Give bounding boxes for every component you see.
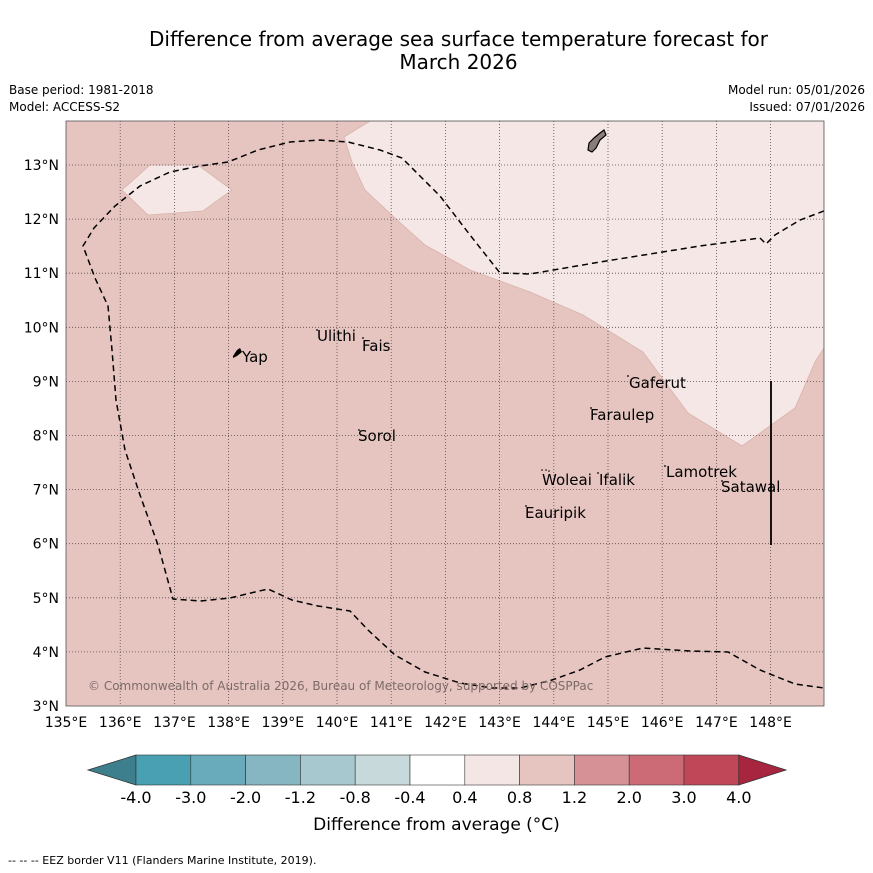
label-lamotrek: Lamotrek bbox=[666, 463, 737, 481]
latitude-tick-label: 10°N bbox=[24, 320, 59, 336]
longitude-tick-label: 139°E bbox=[262, 715, 305, 731]
label-ulithi: Ulithi bbox=[317, 327, 356, 345]
base-period: Base period: 1981-2018 bbox=[9, 83, 154, 97]
longitude-tick-label: 141°E bbox=[370, 715, 413, 731]
eez-footnote: -- -- -- EEZ border V11 (Flanders Marine… bbox=[8, 854, 317, 867]
yap-island bbox=[233, 348, 242, 358]
label-eauripik: Eauripik bbox=[525, 504, 586, 522]
label-sorol: Sorol bbox=[358, 427, 396, 445]
guam-island bbox=[587, 129, 607, 153]
colorbar bbox=[86, 754, 788, 786]
colorbar-tick-label: -0.8 bbox=[340, 788, 371, 807]
longitude-tick-label: 136°E bbox=[99, 715, 142, 731]
colorbar-bin bbox=[354, 754, 411, 786]
colorbar-bin bbox=[300, 754, 356, 786]
colorbar-extend-high bbox=[738, 754, 788, 786]
longitude-tick-label: 137°E bbox=[153, 715, 196, 731]
colorbar-tick-label: 3.0 bbox=[671, 788, 696, 807]
longitude-tick-label: 140°E bbox=[316, 715, 359, 731]
copyright-notice: © Commonwealth of Australia 2026, Bureau… bbox=[88, 679, 593, 693]
longitude-tick-label: 148°E bbox=[749, 715, 792, 731]
colorbar-bin bbox=[519, 754, 575, 786]
colorbar-tick-label: -4.0 bbox=[120, 788, 151, 807]
label-woleai: Woleai bbox=[542, 471, 592, 489]
map-frame bbox=[65, 120, 825, 707]
model-name: Model: ACCESS-S2 bbox=[9, 100, 121, 114]
map-area: Yap Ulithi Fais Sorol Gaferut Faraulep W… bbox=[66, 121, 824, 706]
colorbar-bin bbox=[628, 754, 685, 786]
latitude-tick-label: 7°N bbox=[33, 483, 59, 499]
latitude-tick-label: 13°N bbox=[24, 158, 59, 174]
latitude-tick-label: 11°N bbox=[24, 266, 59, 282]
graticule bbox=[66, 121, 824, 706]
label-fais: Fais bbox=[362, 337, 391, 355]
latitude-labels: 3°N 4°N 5°N 6°N 7°N 8°N 9°N 10°N 11°N 12°N 13°N bbox=[24, 158, 59, 715]
colorbar-tick-label: 4.0 bbox=[726, 788, 751, 807]
label-gaferut: Gaferut bbox=[629, 374, 686, 392]
colorbar-bin bbox=[135, 754, 192, 786]
title-line-2: March 2026 bbox=[399, 50, 518, 74]
colorbar-tick-label: 0.8 bbox=[507, 788, 532, 807]
longitude-tick-label: 144°E bbox=[533, 715, 576, 731]
atoll-markers bbox=[316, 329, 723, 507]
colorbar-tick-label: -2.0 bbox=[230, 788, 261, 807]
label-faraulep: Faraulep bbox=[590, 406, 654, 424]
latitude-tick-label: 9°N bbox=[33, 374, 59, 390]
colorbar-bin bbox=[190, 754, 246, 786]
colorbar-tick-labels: -4.0 -3.0 -2.0 -1.2 -0.8 -0.4 0.4 0.8 1.2 2.0 3.0 4… bbox=[120, 788, 751, 807]
colorbar-extend-low bbox=[86, 754, 137, 786]
colorbar-tick-label: 0.4 bbox=[452, 788, 477, 807]
latitude-tick-label: 5°N bbox=[33, 591, 59, 607]
colorbar-bin bbox=[574, 754, 630, 786]
label-yap: Yap bbox=[241, 348, 268, 366]
label-satawal: Satawal bbox=[721, 478, 780, 496]
longitude-tick-label: 135°E bbox=[45, 715, 88, 731]
colorbar-tick-label: -1.2 bbox=[285, 788, 316, 807]
longitude-tick-label: 138°E bbox=[207, 715, 250, 731]
label-ifalik: Ifalik bbox=[599, 471, 635, 489]
map-title: Difference from average sea surface temp… bbox=[60, 28, 857, 74]
eez-border bbox=[82, 139, 824, 689]
colorbar-tick-label: -0.4 bbox=[394, 788, 425, 807]
anomaly-0.4-0.8-region-east bbox=[343, 121, 824, 447]
colorbar-bin bbox=[683, 754, 740, 786]
latitude-tick-label: 4°N bbox=[33, 645, 59, 661]
longitude-tick-label: 143°E bbox=[478, 715, 521, 731]
latitude-tick-label: 6°N bbox=[33, 537, 59, 553]
longitude-tick-label: 146°E bbox=[641, 715, 684, 731]
model-run: Model run: 05/01/2026 bbox=[727, 83, 865, 97]
latitude-tick-label: 3°N bbox=[33, 699, 59, 715]
latitude-tick-label: 12°N bbox=[24, 212, 59, 228]
colorbar-tick-label: 2.0 bbox=[616, 788, 641, 807]
latitude-tick-label: 8°N bbox=[33, 429, 59, 445]
colorbar-tick-label: 1.2 bbox=[562, 788, 587, 807]
colorbar-bin bbox=[245, 754, 301, 786]
colorbar-title: Difference from average (°C) bbox=[313, 815, 560, 835]
longitude-tick-label: 145°E bbox=[587, 715, 630, 731]
title-line-1: Difference from average sea surface temp… bbox=[148, 27, 768, 51]
colorbar-bin bbox=[464, 754, 520, 786]
longitude-tick-label: 142°E bbox=[424, 715, 467, 731]
longitude-tick-label: 147°E bbox=[695, 715, 738, 731]
colorbar-tick-label: -3.0 bbox=[175, 788, 206, 807]
issued-date: Issued: 07/01/2026 bbox=[749, 100, 865, 114]
longitude-labels: 135°E 136°E 137°E 138°E 139°E 140°E 141°E 142°E… bbox=[45, 715, 792, 731]
colorbar-bin bbox=[409, 754, 466, 786]
